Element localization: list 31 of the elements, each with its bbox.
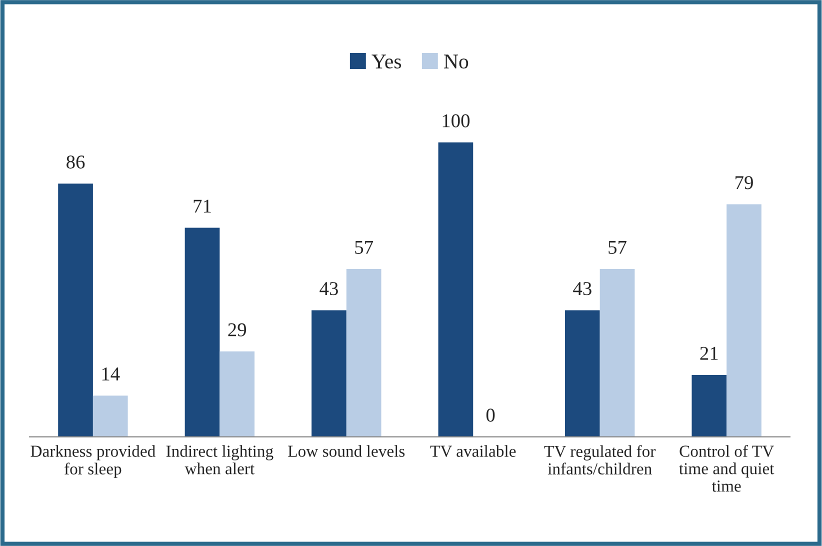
x-tick-label: TV available: [430, 445, 516, 457]
x-tick-label: Control of TV time and quiet time: [679, 444, 774, 492]
data-label: 21: [700, 346, 718, 360]
bar: [726, 204, 762, 437]
bar: [184, 228, 220, 437]
bar: [312, 310, 346, 437]
data-label: 71: [194, 200, 211, 213]
data-label: 57: [355, 241, 373, 254]
data-label: 86: [66, 155, 85, 169]
data-label: 0: [486, 408, 495, 422]
legend-label: Yes: [372, 54, 402, 69]
bar: [692, 374, 727, 437]
x-tick-label: Low sound levels: [288, 445, 405, 457]
x-tick-label: Indirect lighting when alert: [166, 445, 274, 474]
bar: [92, 396, 128, 437]
data-label: 79: [736, 176, 753, 190]
data-label: 14: [102, 368, 120, 380]
bar: [346, 269, 382, 437]
bar: [438, 142, 474, 437]
bar: [600, 269, 635, 437]
data-label: 43: [320, 282, 338, 296]
x-tick-label: Darkness provided for sleep: [30, 445, 156, 478]
bar: [58, 184, 93, 437]
data-label: 57: [608, 241, 626, 254]
x-tick-label: TV regulated for infants/children: [544, 445, 656, 475]
data-label: 29: [228, 323, 246, 336]
bar: [220, 351, 255, 437]
bar: [565, 310, 600, 437]
legend-label: No: [444, 54, 468, 69]
data-label: 100: [442, 114, 470, 128]
data-label: 43: [573, 282, 592, 296]
